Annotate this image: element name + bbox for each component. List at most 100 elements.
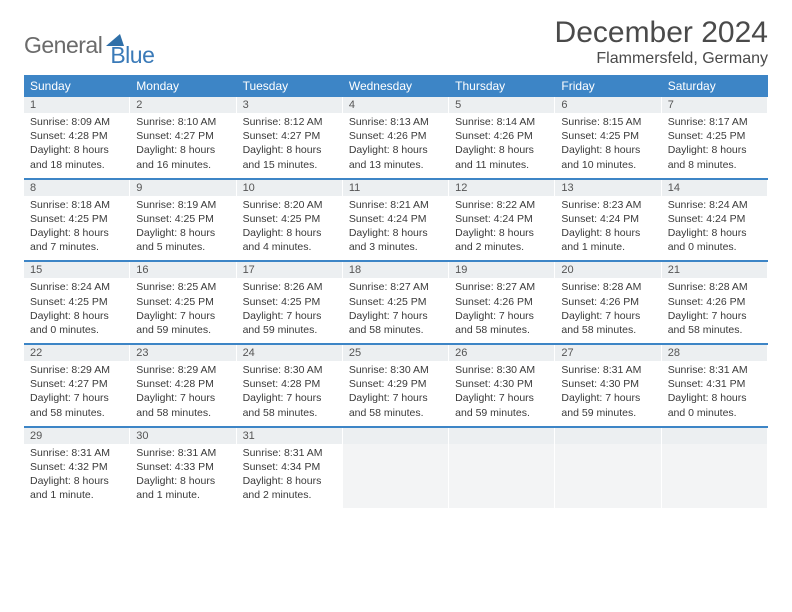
title-block: December 2024 Flammersfeld, Germany (555, 16, 768, 68)
sunset-line: Sunset: 4:31 PM (668, 377, 761, 391)
header: General Blue December 2024 Flammersfeld,… (24, 16, 768, 69)
day-info-cell: Sunrise: 8:31 AMSunset: 4:34 PMDaylight:… (237, 444, 343, 509)
sunrise-line: Sunrise: 8:28 AM (561, 280, 654, 294)
sunrise-line: Sunrise: 8:31 AM (561, 363, 654, 377)
sunset-line: Sunset: 4:26 PM (455, 129, 548, 143)
daylight-line: Daylight: 7 hours and 58 minutes. (349, 391, 442, 419)
sunset-line: Sunset: 4:24 PM (668, 212, 761, 226)
sunrise-line: Sunrise: 8:14 AM (455, 115, 548, 129)
sunrise-line: Sunrise: 8:27 AM (349, 280, 442, 294)
daylight-line: Daylight: 8 hours and 5 minutes. (136, 226, 229, 254)
daynum-row: 1234567 (24, 97, 768, 113)
day-info-cell: Sunrise: 8:20 AMSunset: 4:25 PMDaylight:… (237, 196, 343, 261)
sunset-line: Sunset: 4:33 PM (136, 460, 229, 474)
day-info-cell: Sunrise: 8:27 AMSunset: 4:26 PMDaylight:… (449, 278, 555, 343)
sunset-line: Sunset: 4:25 PM (30, 212, 123, 226)
day-info-cell: Sunrise: 8:24 AMSunset: 4:24 PMDaylight:… (662, 196, 768, 261)
location-label: Flammersfeld, Germany (555, 50, 768, 68)
sunset-line: Sunset: 4:26 PM (349, 129, 442, 143)
day-number-cell: 26 (449, 345, 555, 361)
sunrise-line: Sunrise: 8:09 AM (30, 115, 123, 129)
sunset-line: Sunset: 4:25 PM (668, 129, 761, 143)
day-info-cell: Sunrise: 8:17 AMSunset: 4:25 PMDaylight:… (662, 113, 768, 178)
sunrise-line: Sunrise: 8:31 AM (30, 446, 123, 460)
day-number-cell: 10 (237, 180, 343, 196)
day-info-cell: Sunrise: 8:15 AMSunset: 4:25 PMDaylight:… (555, 113, 661, 178)
day-info-cell: Sunrise: 8:10 AMSunset: 4:27 PMDaylight:… (130, 113, 236, 178)
day-info-cell: Sunrise: 8:31 AMSunset: 4:32 PMDaylight:… (24, 444, 130, 509)
day-info-cell (343, 444, 449, 509)
sunrise-line: Sunrise: 8:26 AM (243, 280, 336, 294)
day-number-cell: 8 (24, 180, 130, 196)
day-number-cell (343, 428, 449, 444)
month-title: December 2024 (555, 16, 768, 50)
daynum-row: 22232425262728 (24, 345, 768, 361)
day-info-cell: Sunrise: 8:30 AMSunset: 4:29 PMDaylight:… (343, 361, 449, 426)
sunset-line: Sunset: 4:25 PM (349, 295, 442, 309)
sunrise-line: Sunrise: 8:31 AM (668, 363, 761, 377)
day-info-cell: Sunrise: 8:12 AMSunset: 4:27 PMDaylight:… (237, 113, 343, 178)
day-number-cell: 13 (555, 180, 661, 196)
sunrise-line: Sunrise: 8:29 AM (30, 363, 123, 377)
day-number-cell: 16 (130, 262, 236, 278)
daylight-line: Daylight: 8 hours and 3 minutes. (349, 226, 442, 254)
day-info-cell: Sunrise: 8:30 AMSunset: 4:28 PMDaylight:… (237, 361, 343, 426)
sunset-line: Sunset: 4:25 PM (243, 212, 336, 226)
day-info-cell: Sunrise: 8:28 AMSunset: 4:26 PMDaylight:… (662, 278, 768, 343)
day-info-row: Sunrise: 8:29 AMSunset: 4:27 PMDaylight:… (24, 361, 768, 426)
sunset-line: Sunset: 4:27 PM (30, 377, 123, 391)
daylight-line: Daylight: 8 hours and 13 minutes. (349, 143, 442, 171)
sunrise-line: Sunrise: 8:30 AM (455, 363, 548, 377)
daylight-line: Daylight: 8 hours and 16 minutes. (136, 143, 229, 171)
day-info-cell: Sunrise: 8:23 AMSunset: 4:24 PMDaylight:… (555, 196, 661, 261)
day-info-cell: Sunrise: 8:28 AMSunset: 4:26 PMDaylight:… (555, 278, 661, 343)
sunrise-line: Sunrise: 8:15 AM (561, 115, 654, 129)
sunset-line: Sunset: 4:26 PM (561, 295, 654, 309)
dow-cell: Thursday (449, 75, 555, 97)
day-number-cell: 5 (449, 97, 555, 113)
daylight-line: Daylight: 8 hours and 2 minutes. (455, 226, 548, 254)
daylight-line: Daylight: 8 hours and 0 minutes. (668, 226, 761, 254)
brand-text-general: General (24, 32, 102, 59)
sunrise-line: Sunrise: 8:20 AM (243, 198, 336, 212)
sunrise-line: Sunrise: 8:19 AM (136, 198, 229, 212)
day-info-cell: Sunrise: 8:31 AMSunset: 4:31 PMDaylight:… (662, 361, 768, 426)
daylight-line: Daylight: 8 hours and 1 minute. (136, 474, 229, 502)
daylight-line: Daylight: 8 hours and 0 minutes. (668, 391, 761, 419)
day-info-cell: Sunrise: 8:31 AMSunset: 4:30 PMDaylight:… (555, 361, 661, 426)
day-number-cell: 19 (449, 262, 555, 278)
day-info-row: Sunrise: 8:18 AMSunset: 4:25 PMDaylight:… (24, 196, 768, 261)
brand-logo: General Blue (24, 16, 154, 69)
day-number-cell: 27 (555, 345, 661, 361)
daylight-line: Daylight: 7 hours and 58 minutes. (668, 309, 761, 337)
sunrise-line: Sunrise: 8:27 AM (455, 280, 548, 294)
sunset-line: Sunset: 4:34 PM (243, 460, 336, 474)
day-number-cell: 30 (130, 428, 236, 444)
sunrise-line: Sunrise: 8:17 AM (668, 115, 761, 129)
daylight-line: Daylight: 7 hours and 59 minutes. (455, 391, 548, 419)
daylight-line: Daylight: 8 hours and 18 minutes. (30, 143, 123, 171)
daylight-line: Daylight: 8 hours and 2 minutes. (243, 474, 336, 502)
day-number-cell: 4 (343, 97, 449, 113)
sunrise-line: Sunrise: 8:29 AM (136, 363, 229, 377)
day-info-cell: Sunrise: 8:25 AMSunset: 4:25 PMDaylight:… (130, 278, 236, 343)
day-number-cell: 15 (24, 262, 130, 278)
daylight-line: Daylight: 7 hours and 58 minutes. (136, 391, 229, 419)
day-info-cell: Sunrise: 8:29 AMSunset: 4:28 PMDaylight:… (130, 361, 236, 426)
sunrise-line: Sunrise: 8:22 AM (455, 198, 548, 212)
day-info-cell: Sunrise: 8:30 AMSunset: 4:30 PMDaylight:… (449, 361, 555, 426)
daynum-row: 891011121314 (24, 180, 768, 196)
sunset-line: Sunset: 4:28 PM (136, 377, 229, 391)
dow-cell: Friday (555, 75, 661, 97)
daylight-line: Daylight: 8 hours and 7 minutes. (30, 226, 123, 254)
dow-cell: Saturday (662, 75, 768, 97)
sunset-line: Sunset: 4:30 PM (455, 377, 548, 391)
day-info-row: Sunrise: 8:31 AMSunset: 4:32 PMDaylight:… (24, 444, 768, 509)
day-info-cell: Sunrise: 8:14 AMSunset: 4:26 PMDaylight:… (449, 113, 555, 178)
sunset-line: Sunset: 4:25 PM (136, 295, 229, 309)
day-number-cell: 3 (237, 97, 343, 113)
day-number-cell: 21 (662, 262, 768, 278)
day-number-cell: 14 (662, 180, 768, 196)
sunset-line: Sunset: 4:26 PM (668, 295, 761, 309)
sunrise-line: Sunrise: 8:25 AM (136, 280, 229, 294)
